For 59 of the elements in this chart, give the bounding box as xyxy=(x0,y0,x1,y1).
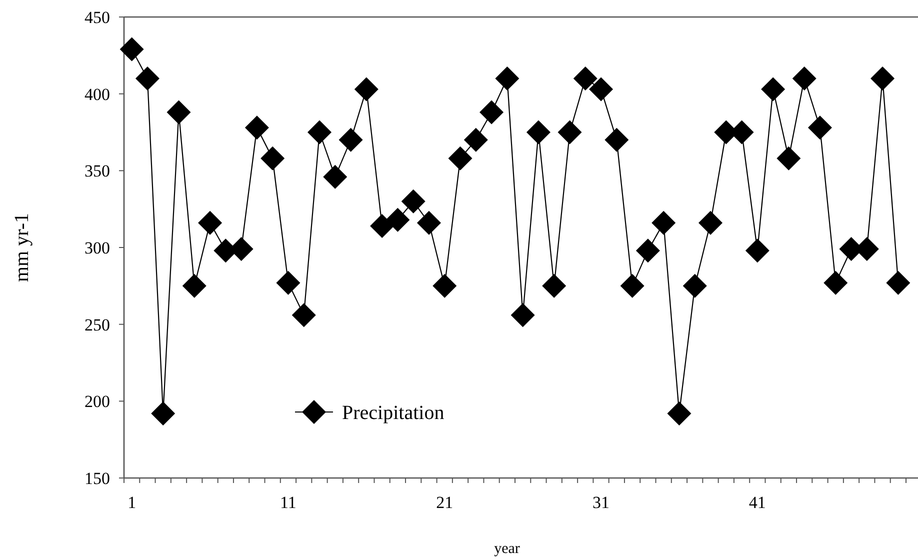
point xyxy=(604,128,629,152)
point xyxy=(338,128,363,152)
point xyxy=(323,164,348,189)
point xyxy=(198,210,222,235)
y-tick-label: 400 xyxy=(84,84,110,104)
point xyxy=(448,146,472,170)
x-axis-title: year xyxy=(494,541,520,557)
point xyxy=(886,270,910,295)
point xyxy=(698,210,722,235)
point xyxy=(464,128,488,152)
point xyxy=(276,270,300,295)
y-tick-label: 250 xyxy=(84,315,110,334)
point xyxy=(416,210,441,235)
point xyxy=(135,66,160,90)
point xyxy=(636,238,660,263)
point xyxy=(558,120,582,144)
point xyxy=(589,77,614,102)
point xyxy=(480,100,504,124)
point xyxy=(682,274,707,298)
point xyxy=(620,274,644,298)
point xyxy=(182,274,206,298)
y-axis-title: mm yr-1 xyxy=(11,212,33,282)
y-tick-label: 450 xyxy=(84,8,110,27)
point xyxy=(667,401,692,426)
y-tick-label: 150 xyxy=(84,468,110,488)
point xyxy=(870,66,895,90)
point xyxy=(432,274,457,298)
y-tick-label: 200 xyxy=(84,392,110,412)
point xyxy=(808,116,832,140)
point xyxy=(542,274,566,298)
y-tick-label: 300 xyxy=(84,238,110,258)
point xyxy=(370,214,394,238)
point xyxy=(308,120,332,144)
x-tick-label: 31 xyxy=(592,493,610,512)
point xyxy=(292,303,316,328)
y-tick-label: 350 xyxy=(84,162,110,181)
point xyxy=(354,77,378,102)
x-tick-label: 11 xyxy=(280,493,296,512)
point xyxy=(776,146,801,170)
point xyxy=(761,77,786,102)
point xyxy=(745,238,770,263)
point xyxy=(386,208,410,232)
point xyxy=(573,66,598,90)
point xyxy=(244,116,269,140)
point xyxy=(151,401,176,426)
point xyxy=(401,189,426,214)
x-tick-label: 21 xyxy=(436,493,454,512)
point xyxy=(510,303,535,328)
point xyxy=(260,146,285,170)
legend-label: Precipitation xyxy=(342,402,444,424)
point xyxy=(120,37,144,62)
point xyxy=(166,100,191,124)
x-tick-label: 41 xyxy=(748,493,766,512)
point xyxy=(792,66,816,90)
point xyxy=(495,66,520,90)
x-tick-label: 1 xyxy=(128,493,136,512)
point xyxy=(824,270,848,295)
point xyxy=(652,210,676,235)
point xyxy=(526,120,550,144)
